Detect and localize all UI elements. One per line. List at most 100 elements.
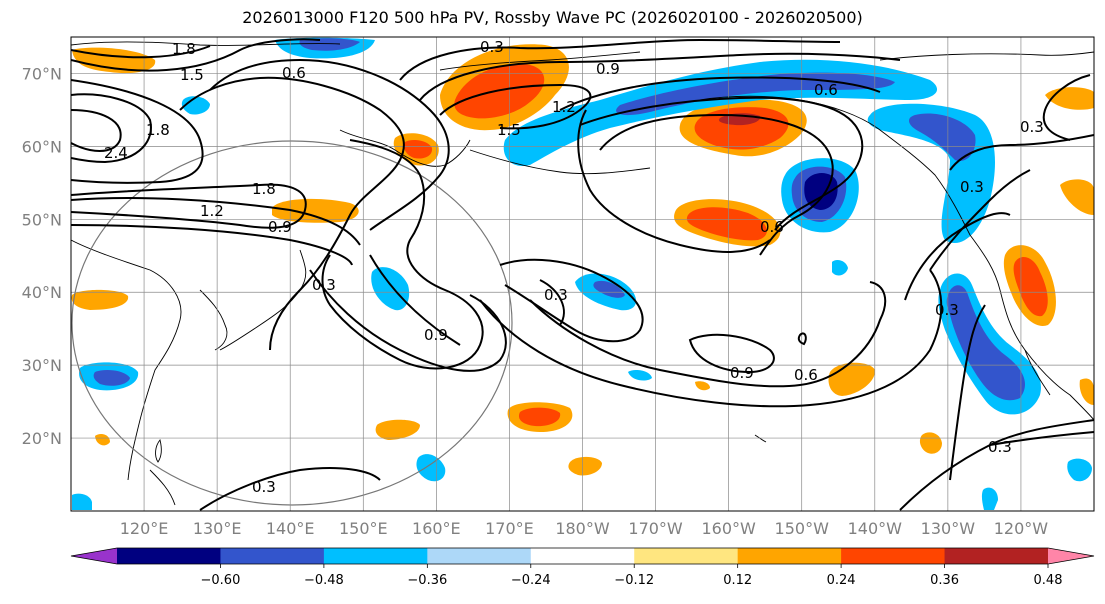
colorbar-segment — [944, 548, 1049, 564]
longitude-label: 130°E — [193, 519, 242, 538]
latitude-labels: 70°N 60°N 50°N 40°N 30°N 20°N — [22, 64, 62, 448]
coastline-japan — [219, 249, 307, 351]
gridlines — [71, 37, 1094, 511]
coastline-china — [71, 239, 182, 481]
colorbar-segment — [427, 548, 532, 564]
positive-anomaly-core — [404, 140, 433, 159]
negative-anomaly-core — [616, 72, 895, 116]
contour-line — [309, 269, 507, 372]
contour-line — [1042, 74, 1091, 141]
negative-anomaly-core — [93, 370, 130, 386]
contour-line — [419, 52, 901, 101]
contour-label: 0.3 — [988, 438, 1012, 456]
contour-line — [688, 333, 775, 374]
coastline-siberia — [439, 51, 641, 71]
negative-anomaly-core — [593, 280, 625, 298]
contour-label: 1.2 — [200, 202, 224, 220]
coastline-alaska — [699, 95, 971, 236]
longitude-label: 140°W — [848, 519, 903, 538]
longitude-label: 150°W — [775, 519, 830, 538]
coastline-hawaii — [754, 434, 767, 443]
contour-line — [559, 76, 881, 111]
contour-label: 0.6 — [760, 218, 784, 236]
latitude-label: 50°N — [22, 210, 62, 229]
contour-label: 0.9 — [268, 218, 292, 236]
distance-circle — [71, 140, 513, 506]
latitude-label: 40°N — [22, 283, 62, 302]
contour-label: 1.8 — [252, 180, 276, 198]
longitude-label: 150°E — [339, 519, 388, 538]
contour-line — [929, 169, 1031, 271]
contour-label: 1.8 — [172, 40, 196, 58]
coastlines — [71, 41, 1094, 506]
pv-contours — [71, 38, 1094, 511]
contour-line — [599, 113, 834, 256]
contour-label: 0.9 — [424, 326, 448, 344]
contour-label: 0.3 — [960, 178, 984, 196]
contour-line — [71, 45, 211, 59]
colorbar-tick-label: −0.36 — [407, 573, 447, 588]
contour-line — [199, 467, 381, 511]
colorbar-segment — [634, 548, 739, 564]
colorbar-tick-label: −0.12 — [614, 573, 654, 588]
colorbar-extend-low — [71, 548, 117, 564]
colorbar-segment — [323, 548, 428, 564]
colorbar-segment — [220, 548, 325, 564]
contour-line — [949, 304, 986, 481]
colorbar-segment — [841, 548, 946, 564]
contour-line — [439, 83, 592, 130]
negative-anomaly — [981, 487, 998, 510]
coastline-kamchatka — [339, 129, 471, 167]
positive-anomaly-core — [686, 207, 767, 241]
coastline-aleutians — [469, 149, 651, 175]
positive-anomaly — [695, 381, 710, 391]
negative-anomaly — [1067, 458, 1092, 482]
contour-label-group: 1.8 1.5 0.6 0.3 0.9 0.6 0.3 2.4 1.8 1.8 … — [104, 38, 1044, 496]
contour-label: 0.9 — [596, 60, 620, 78]
contour-label: 0.3 — [252, 478, 276, 496]
longitude-label: 120°W — [994, 519, 1049, 538]
colorbar-segment — [737, 548, 842, 564]
contour-line — [71, 38, 321, 72]
colorbar-tick-label: −0.60 — [201, 573, 241, 588]
colorbar-tick-label: 0.12 — [723, 573, 752, 588]
positive-anomaly — [375, 419, 420, 440]
negative-anomaly — [832, 260, 848, 276]
contour-line — [321, 139, 484, 370]
contour-line — [71, 93, 152, 164]
contour-line — [71, 109, 122, 152]
positive-anomaly — [272, 198, 359, 223]
positive-anomaly — [95, 434, 110, 446]
latitude-label: 20°N — [22, 429, 62, 448]
contour-line — [399, 38, 841, 81]
contour-label: 0.3 — [544, 286, 568, 304]
latitude-label: 30°N — [22, 356, 62, 375]
colorbar: −0.60 −0.48 −0.36 −0.24 −0.12 0.12 0.24 0.36 0.4… — [70, 547, 1095, 588]
contour-line — [369, 254, 461, 346]
longitude-label: 180°W — [555, 519, 610, 538]
contour-line — [529, 281, 887, 388]
contour-label: 1.5 — [497, 121, 521, 139]
coastline-philippines — [149, 469, 176, 506]
contour-label: 0.3 — [935, 301, 959, 319]
colorbar-tick-label: −0.48 — [304, 573, 344, 588]
negative-anomaly — [72, 493, 92, 510]
negative-anomaly — [628, 370, 652, 381]
negative-anomaly — [416, 454, 446, 482]
colorbar-outline — [70, 547, 1095, 565]
longitude-labels: 120°E 130°E 140°E 150°E 160°E 170°E 180°W 170°W… — [120, 519, 1049, 538]
longitude-label: 130°W — [921, 519, 976, 538]
longitude-label: 170°W — [628, 519, 683, 538]
contour-line — [71, 183, 307, 229]
coastline-asia — [71, 41, 341, 46]
contour-line — [479, 269, 943, 408]
latitude-label: 70°N — [22, 64, 62, 83]
longitude-label: 160°W — [701, 519, 756, 538]
colorbar-segment — [117, 548, 221, 564]
contour-line — [797, 332, 807, 346]
colorbar-segment — [530, 548, 635, 564]
contour-label: 0.3 — [312, 276, 336, 294]
coastline-canada — [879, 51, 1094, 61]
negative-anomaly-core — [946, 285, 1025, 401]
contour-label: 0.3 — [1020, 118, 1044, 136]
